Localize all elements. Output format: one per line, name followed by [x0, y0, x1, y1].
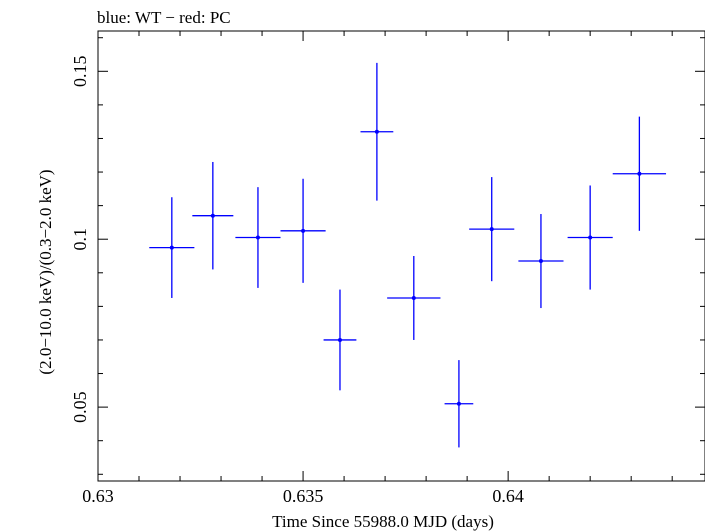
x-tick-label: 0.635: [283, 486, 324, 506]
data-points: [149, 62, 667, 448]
point-marker: [210, 213, 215, 218]
data-point: [323, 289, 357, 391]
point-marker: [411, 295, 416, 300]
y-tick-label: 0.05: [70, 391, 90, 423]
data-point: [235, 187, 281, 288]
data-point: [192, 161, 234, 270]
point-marker: [301, 228, 306, 233]
point-marker: [337, 337, 342, 342]
data-point: [360, 62, 394, 201]
y-axis-ticks: 0.05 0.1 0.15: [70, 37, 705, 475]
point-marker: [255, 235, 260, 240]
point-marker: [169, 245, 174, 250]
data-point: [612, 116, 667, 231]
point-marker: [637, 171, 642, 176]
data-point: [518, 214, 564, 309]
y-axis-label: (2.0−10.0 keV)/(0.3−2.0 keV): [36, 169, 55, 374]
data-point: [280, 178, 326, 283]
point-marker: [588, 235, 593, 240]
data-point: [149, 197, 195, 298]
x-tick-label: 0.64: [492, 486, 524, 506]
plot-frame: [97, 30, 705, 482]
y-tick-label: 0.1: [70, 228, 90, 251]
point-marker: [538, 259, 543, 264]
data-point: [567, 185, 613, 290]
x-axis-ticks: 0.63 0.635 0.64: [82, 31, 673, 506]
data-point: [387, 256, 441, 340]
point-marker: [489, 227, 494, 232]
y-tick-label: 0.15: [70, 56, 90, 88]
chart-title: blue: WT − red: PC: [97, 8, 231, 27]
point-marker: [456, 401, 461, 406]
x-axis-label: Time Since 55988.0 MJD (days): [272, 512, 494, 531]
data-point: [469, 177, 515, 282]
x-tick-label: 0.63: [82, 486, 114, 506]
point-marker: [374, 129, 379, 134]
data-point: [444, 360, 474, 448]
